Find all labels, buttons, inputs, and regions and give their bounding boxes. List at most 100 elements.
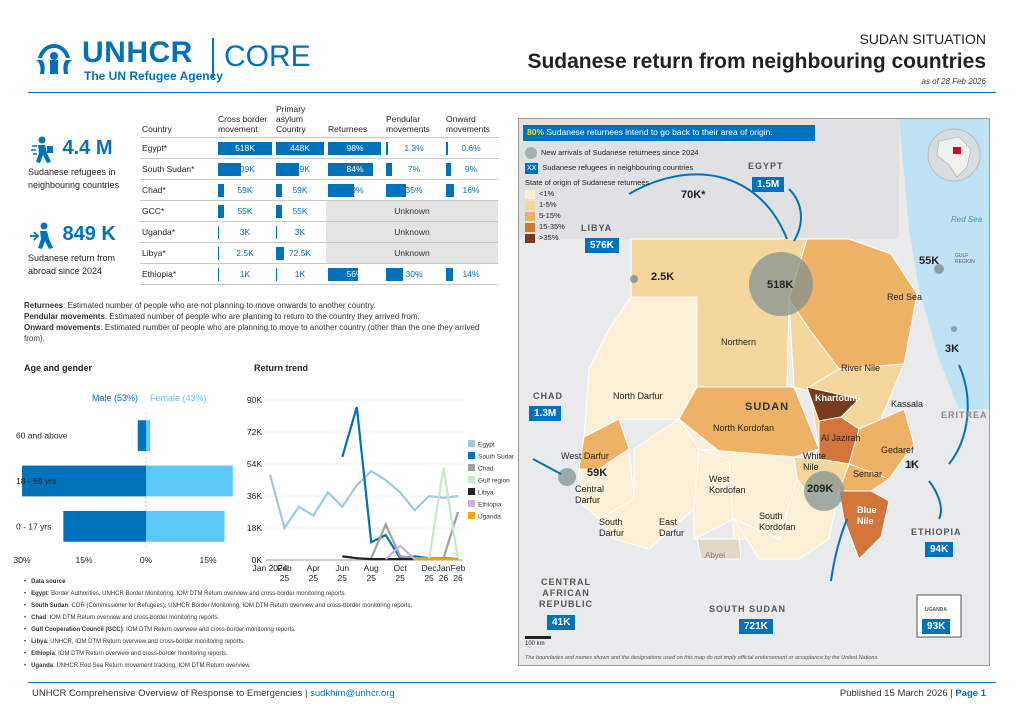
cell-onward: 14% bbox=[444, 263, 498, 285]
flow-value-libya: 2.5K bbox=[651, 271, 675, 283]
value-bar bbox=[446, 184, 454, 197]
value-bar bbox=[276, 226, 277, 239]
as-of-date: as of 28 Feb 2026 bbox=[921, 77, 987, 86]
y-tick-label: 36K bbox=[247, 491, 262, 501]
series-line-gulf-region bbox=[400, 467, 460, 561]
data-source-item: • South Sudan: COR (Commissioner for Ref… bbox=[24, 603, 413, 609]
org-name: UNHCR bbox=[82, 36, 193, 69]
x-tick-label: Dec 25 bbox=[422, 563, 438, 583]
org-subtitle: The UN Refugee Agency bbox=[84, 69, 223, 83]
col-header-cross: Cross border movement bbox=[218, 114, 268, 134]
male-legend: Male (53%) bbox=[92, 393, 139, 403]
value-bar bbox=[276, 205, 282, 218]
value-bar bbox=[328, 142, 381, 155]
y-tick-label: 0K bbox=[252, 555, 263, 565]
cell-value: 98% bbox=[346, 143, 364, 153]
cell-value: 30% bbox=[405, 269, 423, 279]
country-label-uganda: UGANDA bbox=[925, 607, 947, 613]
cell-value: 448K bbox=[290, 143, 310, 153]
legend-bin: 5-15% bbox=[525, 210, 745, 221]
cell-onward: 0.6% bbox=[444, 137, 498, 159]
flow-value-south-sudan: 209K bbox=[807, 483, 834, 495]
state-label-blue-nile: Blue Nile bbox=[857, 505, 877, 526]
cell-value: 209K bbox=[290, 164, 310, 174]
value-box-chad: 1.3M bbox=[529, 406, 562, 421]
cell-country: South Sudan* bbox=[140, 158, 216, 180]
map-canvas bbox=[519, 119, 989, 639]
refugee-walking-icon bbox=[31, 136, 53, 163]
cell-cross-border: 59K bbox=[216, 179, 274, 201]
x-tick-label: Jun 25 bbox=[335, 563, 349, 583]
return-trend-title: Return trend bbox=[254, 363, 308, 373]
cell-pendular: 35% bbox=[384, 179, 444, 201]
logo-divider bbox=[212, 38, 214, 78]
cell-returnees: 84% bbox=[326, 158, 384, 180]
cell-value: 209K bbox=[235, 164, 255, 174]
cell-pendular: 1.3% bbox=[384, 137, 444, 159]
value-bar bbox=[276, 163, 299, 176]
state-label-white-nile: White Nile bbox=[803, 451, 827, 472]
cell-value: 1.3% bbox=[404, 143, 424, 153]
cell-primary-asylum: 448K bbox=[274, 137, 326, 159]
flow-arrow-gulf bbox=[948, 364, 969, 465]
state-gedaref bbox=[848, 408, 915, 480]
age-category-label: 18 - 59 yrs bbox=[16, 476, 56, 486]
contact-email-link[interactable]: sudkhim@unhcr.org bbox=[310, 688, 395, 699]
female-legend: Female (43%) bbox=[150, 393, 207, 403]
x-tick-label: 15% bbox=[199, 555, 216, 565]
cell-country: Egypt* bbox=[140, 137, 216, 159]
value-bar bbox=[218, 163, 241, 176]
state-label-khartoum: Khartoum bbox=[815, 393, 858, 403]
state-label-river-nile: River Nile bbox=[841, 363, 881, 373]
legend-bin: 15-35% bbox=[525, 221, 745, 232]
cell-returnees: 56% bbox=[326, 263, 384, 285]
map-disclaimer: The boundaries and names shown and the d… bbox=[525, 655, 879, 661]
y-tick-label: 18K bbox=[247, 523, 262, 533]
footer-divider bbox=[28, 682, 996, 683]
value-bar bbox=[328, 268, 359, 281]
legend-label: Gulf region bbox=[478, 478, 510, 485]
country-label-chad: CHAD bbox=[533, 391, 563, 401]
legend-swatch bbox=[468, 476, 475, 483]
flow-value-gcc: 55K bbox=[919, 255, 940, 267]
cell-value: 84% bbox=[346, 164, 364, 174]
value-bar bbox=[218, 205, 224, 218]
kpi-returns-value: 849 K bbox=[62, 223, 116, 246]
footer-left: UNHCR Comprehensive Overview of Response… bbox=[32, 688, 395, 699]
state-label-gedaref: Gedaref bbox=[881, 445, 914, 455]
kpi-refugees-value: 4.4 M bbox=[62, 137, 113, 160]
unhcr-emblem-icon bbox=[36, 44, 72, 74]
cell-value: 1K bbox=[294, 269, 306, 279]
state-label-north-darfur: North Darfur bbox=[613, 391, 663, 401]
state-label-red-sea: Red Sea bbox=[887, 292, 923, 302]
legend-swatch bbox=[468, 452, 475, 459]
cell-cross-border: 2.5K bbox=[216, 242, 274, 264]
value-box-ethiopia: 94K bbox=[925, 542, 954, 557]
cell-unknown: Unknown bbox=[326, 242, 498, 264]
flow-arrow-egypt bbox=[788, 188, 802, 242]
state-label-al-jazirah: Al Jazirah bbox=[821, 433, 861, 443]
cell-value: 56% bbox=[346, 269, 364, 279]
cell-value: 518K bbox=[235, 143, 255, 153]
state-label-sennar: Sennar bbox=[853, 469, 883, 479]
cell-value: 2.5K bbox=[236, 248, 254, 258]
data-source-item: • Libya: UNHCR, IOM DTM Return overview … bbox=[24, 639, 245, 645]
kpi-refugees-label: Sudanese refugees in neighbouring countr… bbox=[28, 167, 120, 190]
cell-cross-border: 1K bbox=[216, 263, 274, 285]
state-label-east-darfur: East Darfur bbox=[659, 517, 685, 538]
legend-label: Libya bbox=[478, 490, 494, 497]
cell-cross-border: 518K bbox=[216, 137, 274, 159]
value-bar bbox=[276, 142, 324, 155]
arrivals-circle-south-sudan bbox=[804, 471, 844, 511]
cell-returnees: 49% bbox=[326, 179, 384, 201]
legend-label: Egypt bbox=[478, 442, 495, 449]
definition-returnees: Returnees: Estimated number of people wh… bbox=[24, 301, 376, 310]
arrivals-circle-chad bbox=[558, 468, 576, 486]
cell-primary-asylum: 3K bbox=[274, 221, 326, 243]
flow-arrow-chad bbox=[532, 458, 562, 475]
cell-unknown: Unknown bbox=[326, 200, 498, 222]
state-label-west-darfur: West Darfur bbox=[561, 451, 609, 461]
x-tick-label: Aug 25 bbox=[364, 563, 379, 583]
male-bar bbox=[137, 420, 146, 452]
